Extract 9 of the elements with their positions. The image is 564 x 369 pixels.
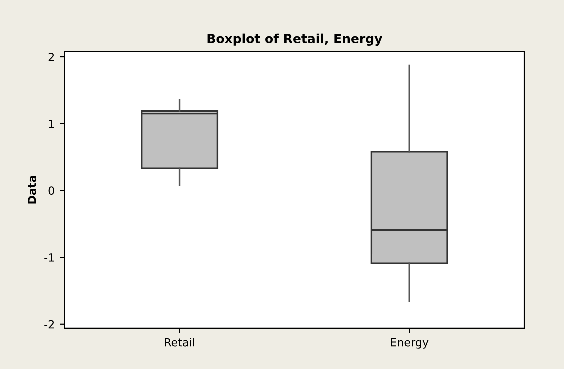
y-tick-label: 0 bbox=[48, 186, 54, 196]
y-tick-label: 1 bbox=[49, 120, 54, 128]
y-tick-label: 2 bbox=[48, 52, 54, 62]
x-tick-label: Retail bbox=[165, 338, 194, 347]
x-tick-label: Energy bbox=[391, 338, 429, 349]
y-axis-title: Data bbox=[28, 176, 36, 204]
chart-title: Boxplot of Retail, Energy bbox=[208, 34, 382, 46]
y-tick-label: -1 bbox=[44, 254, 54, 262]
y-tick-label: -2 bbox=[44, 320, 54, 329]
